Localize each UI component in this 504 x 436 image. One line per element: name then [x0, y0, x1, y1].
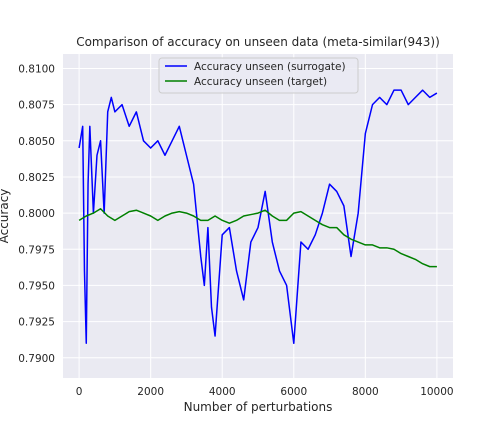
y-tick-label: 0.8050 — [18, 136, 55, 148]
chart-title: Comparison of accuracy on unseen data (m… — [76, 35, 440, 49]
plot-area — [63, 54, 453, 378]
legend-label-target: Accuracy unseen (target) — [194, 76, 327, 88]
legend-box — [158, 57, 359, 94]
y-tick-label: 0.7900 — [18, 353, 55, 365]
y-tick-label: 0.8100 — [18, 63, 55, 75]
y-tick-label: 0.8000 — [18, 208, 55, 220]
x-tick-label: 0 — [76, 386, 83, 398]
series-layer — [78, 89, 438, 345]
surrogate-series-line — [78, 89, 438, 345]
y-tick-label: 0.7950 — [18, 280, 55, 292]
y-tick-label: 0.8075 — [18, 100, 55, 112]
legend-label-surrogate: Accuracy unseen (surrogate) — [194, 61, 346, 73]
target-series-line — [78, 208, 437, 268]
x-tick-label: 4000 — [209, 386, 236, 398]
x-axis-label: Number of perturbations — [184, 400, 333, 414]
x-tick-label: 8000 — [352, 386, 379, 398]
y-axis-label: Accuracy — [0, 189, 11, 244]
y-tick-label: 0.8025 — [18, 172, 55, 184]
y-tick-labels: 0.7900 0.7925 0.7950 0.7975 0.8000 0.8025 0.80… — [18, 63, 55, 364]
y-tick-label: 0.7925 — [18, 317, 55, 329]
legend: Accuracy unseen (surrogate) Accuracy uns… — [158, 57, 359, 94]
x-tick-label: 10000 — [420, 386, 453, 398]
x-tick-label: 2000 — [137, 386, 164, 398]
x-tick-labels: 0 2000 4000 6000 8000 10000 — [76, 386, 454, 398]
y-tick-label: 0.7975 — [18, 244, 55, 256]
x-tick-label: 6000 — [280, 386, 307, 398]
